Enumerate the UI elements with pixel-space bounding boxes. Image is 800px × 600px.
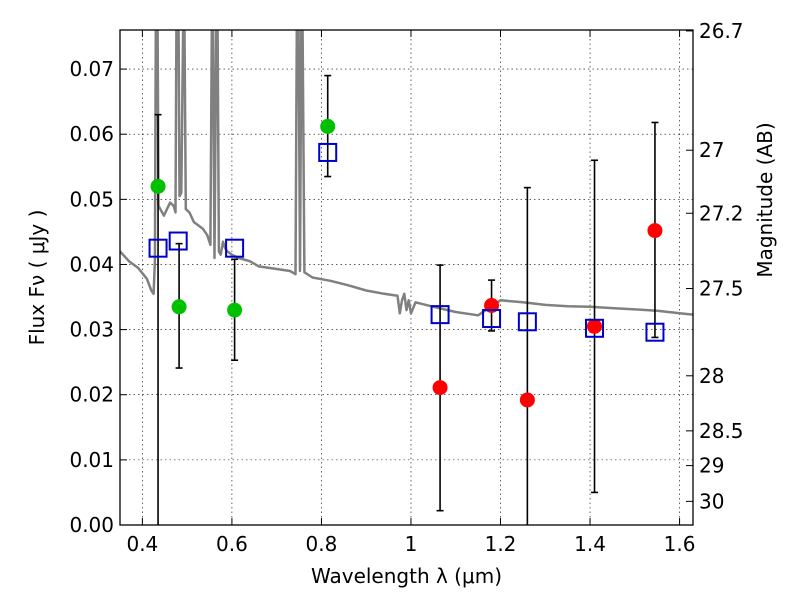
model-point	[585, 318, 605, 338]
data-point	[150, 178, 166, 194]
data-point	[432, 380, 448, 396]
model-point	[430, 305, 450, 325]
axes: 0.4 0.6 0.8 1 1.2 1.4 1.6 0.00 0.01 0.02 0.03 0.04 0…	[69, 19, 743, 556]
data-markers	[148, 118, 665, 408]
data-point	[171, 299, 187, 315]
spectrum-line	[120, 30, 693, 317]
x-tick-label: 0.4	[126, 532, 158, 556]
model-point	[482, 309, 502, 329]
x-tick-label: 1.6	[664, 532, 696, 556]
right-tick-label: 27	[699, 138, 724, 162]
y-tick-label: 0.07	[69, 57, 114, 81]
data-point	[647, 223, 663, 239]
model-point	[168, 231, 188, 251]
right-tick-label: 28.5	[699, 419, 744, 443]
error-bars	[154, 74, 659, 525]
data-point	[320, 118, 336, 134]
grid	[120, 30, 693, 525]
data-point	[587, 318, 603, 334]
y-tick-label: 0.01	[69, 448, 114, 472]
x-axis-label: Wavelength λ (μm)	[311, 564, 502, 588]
data-point	[519, 392, 535, 408]
x-tick-label: 0.6	[216, 532, 248, 556]
y-tick-label: 0.05	[69, 187, 114, 211]
y-tick-label: 0.03	[69, 318, 114, 342]
y-tick-label: 0.06	[69, 122, 114, 146]
x-tick-label: 1.4	[574, 532, 606, 556]
right-tick-label: 30	[699, 489, 724, 513]
model-point	[148, 238, 168, 258]
x-tick-label: 1	[405, 532, 418, 556]
right-tick-label: 29	[699, 454, 724, 478]
y-tick-label: 0.02	[69, 383, 114, 407]
model-point	[645, 322, 665, 342]
plot-frame	[119, 29, 694, 526]
model-point	[318, 142, 338, 162]
model-point	[517, 312, 537, 332]
x-tick-label: 1.2	[485, 532, 517, 556]
model-spectrum	[120, 30, 693, 317]
right-tick-label: 28	[699, 364, 724, 388]
y-tick-label: 0.00	[69, 513, 114, 537]
model-point	[225, 238, 245, 258]
y-axis-label: Flux Fν ( μJy )	[25, 210, 49, 346]
right-axis-label: Magnitude (AB)	[753, 122, 777, 277]
right-tick-label: 27.5	[699, 277, 744, 301]
y-tick-label: 0.04	[69, 252, 114, 276]
right-tick-label: 26.7	[699, 19, 744, 43]
data-point	[227, 302, 243, 318]
x-tick-label: 0.8	[306, 532, 338, 556]
right-tick-label: 27.2	[699, 201, 744, 225]
